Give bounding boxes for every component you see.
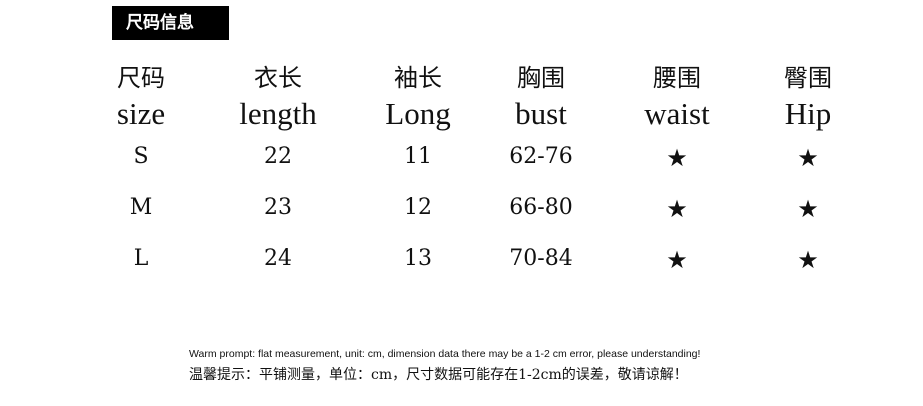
star-icon: ★ [666, 246, 688, 274]
table-cell: S [133, 144, 149, 169]
column-header-en: Hip [784, 96, 832, 131]
table-cell: 12 [404, 195, 432, 220]
table-cell: 62-76 [509, 144, 573, 169]
table-cell: 23 [264, 195, 292, 220]
table-cell: 66-80 [509, 195, 573, 220]
column-header-zh: 衣长 [254, 64, 302, 92]
column-header-en: waist [644, 96, 710, 131]
star-icon: ★ [666, 195, 688, 223]
table-cell: 11 [404, 144, 432, 169]
star-icon: ★ [797, 195, 819, 223]
column-header-zh: 尺码 [117, 64, 165, 92]
column-header-en: bust [515, 96, 567, 131]
column-header-en: size [116, 96, 166, 131]
column-header-zh: 腰围 [653, 64, 701, 92]
column-header-zh: 袖长 [394, 64, 442, 92]
table-cell: M [129, 195, 153, 220]
star-icon: ★ [797, 144, 819, 172]
note-english: Warm prompt: flat measurement, unit: cm,… [189, 348, 701, 360]
column-header-en: Long [385, 96, 451, 131]
table-cell: 22 [264, 144, 292, 169]
column-header-zh: 胸围 [517, 64, 565, 92]
star-icon: ★ [797, 246, 819, 274]
star-icon: ★ [666, 144, 688, 172]
table-cell: L [133, 246, 149, 271]
column-header-zh: 臀围 [784, 64, 832, 92]
table-cell: 70-84 [509, 246, 573, 271]
note-chinese: 温馨提示：平铺测量，单位：cm，尺寸数据可能存在1-2cm的误差，敬请谅解！ [189, 367, 688, 383]
table-cell: 24 [264, 246, 292, 271]
column-header-en: length [239, 96, 317, 131]
table-cell: 13 [404, 246, 432, 271]
section-title-badge: 尺码信息 [112, 6, 229, 40]
